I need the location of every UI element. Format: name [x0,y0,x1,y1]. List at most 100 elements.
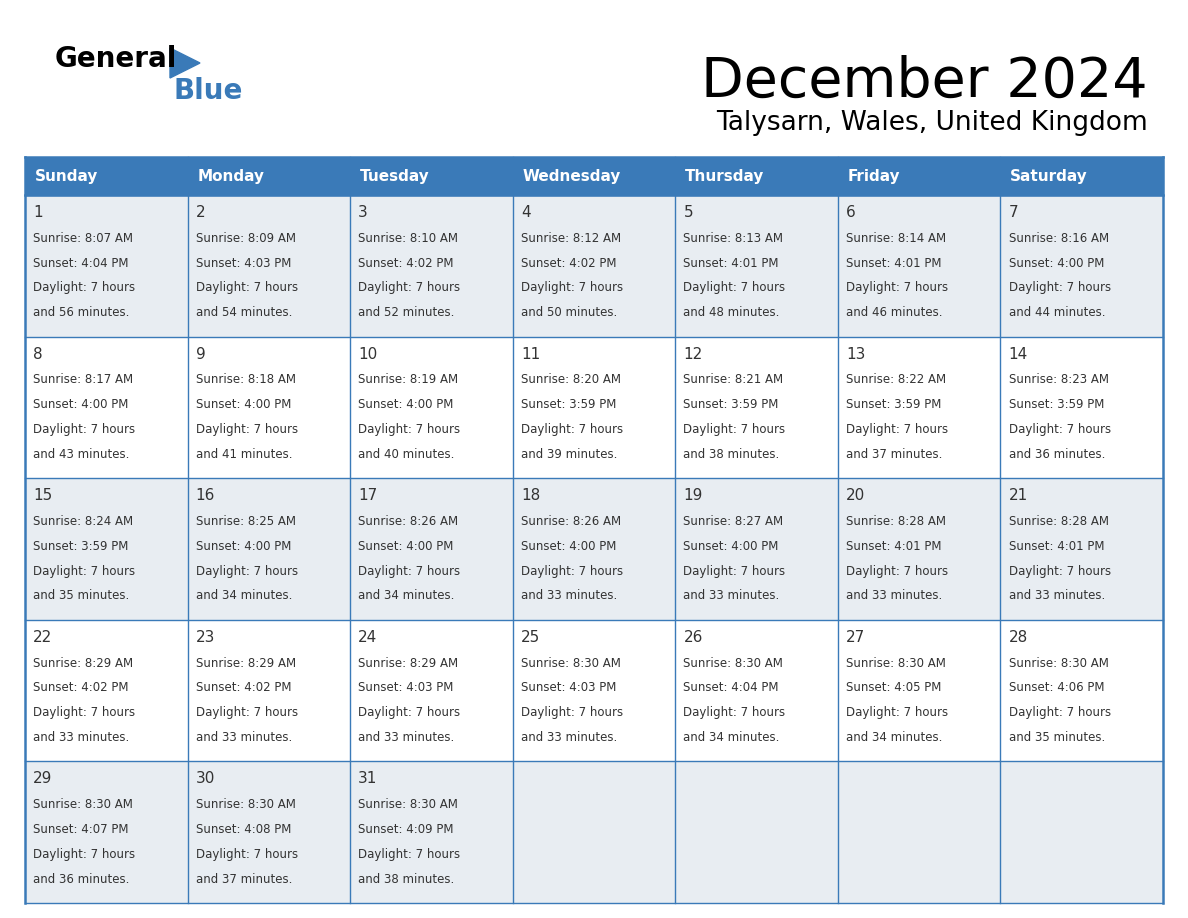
Text: 22: 22 [33,630,52,644]
Text: Sunrise: 8:09 AM: Sunrise: 8:09 AM [196,232,296,245]
Text: Sunrise: 8:10 AM: Sunrise: 8:10 AM [359,232,459,245]
Text: Sunset: 3:59 PM: Sunset: 3:59 PM [683,398,779,411]
Text: Sunrise: 8:29 AM: Sunrise: 8:29 AM [33,656,133,669]
Text: 16: 16 [196,488,215,503]
Text: Daylight: 7 hours: Daylight: 7 hours [196,423,298,436]
Text: Blue: Blue [173,77,242,105]
FancyBboxPatch shape [350,157,513,195]
Text: and 39 minutes.: and 39 minutes. [520,448,618,461]
Text: Sunset: 4:00 PM: Sunset: 4:00 PM [520,540,617,553]
Text: and 36 minutes.: and 36 minutes. [1009,448,1105,461]
FancyBboxPatch shape [513,761,675,903]
Text: Daylight: 7 hours: Daylight: 7 hours [1009,423,1111,436]
Text: Daylight: 7 hours: Daylight: 7 hours [520,565,623,577]
FancyBboxPatch shape [675,157,838,195]
Text: 23: 23 [196,630,215,644]
Text: and 40 minutes.: and 40 minutes. [359,448,455,461]
Text: 28: 28 [1009,630,1028,644]
Text: Daylight: 7 hours: Daylight: 7 hours [846,282,948,295]
FancyBboxPatch shape [675,478,838,620]
Text: Thursday: Thursday [685,169,764,184]
Text: Sunrise: 8:28 AM: Sunrise: 8:28 AM [1009,515,1108,528]
FancyBboxPatch shape [838,195,1000,337]
Text: Sunrise: 8:21 AM: Sunrise: 8:21 AM [683,374,784,386]
FancyBboxPatch shape [350,620,513,761]
Text: and 52 minutes.: and 52 minutes. [359,307,455,319]
Text: Sunset: 4:03 PM: Sunset: 4:03 PM [520,681,617,694]
FancyBboxPatch shape [513,157,675,195]
Text: Sunrise: 8:30 AM: Sunrise: 8:30 AM [683,656,783,669]
Text: 13: 13 [846,346,865,362]
Text: 8: 8 [33,346,43,362]
Text: and 48 minutes.: and 48 minutes. [683,307,779,319]
Text: General: General [55,45,177,73]
Text: Sunset: 3:59 PM: Sunset: 3:59 PM [1009,398,1104,411]
Text: Monday: Monday [197,169,264,184]
FancyBboxPatch shape [1000,337,1163,478]
Text: 14: 14 [1009,346,1028,362]
Text: Sunrise: 8:24 AM: Sunrise: 8:24 AM [33,515,133,528]
Text: 7: 7 [1009,205,1018,220]
Text: Sunset: 3:59 PM: Sunset: 3:59 PM [846,398,941,411]
Text: Sunset: 4:00 PM: Sunset: 4:00 PM [196,398,291,411]
Text: Sunset: 4:02 PM: Sunset: 4:02 PM [196,681,291,694]
FancyBboxPatch shape [513,337,675,478]
Text: Sunset: 4:07 PM: Sunset: 4:07 PM [33,823,128,836]
Text: and 35 minutes.: and 35 minutes. [33,589,129,602]
Text: and 33 minutes.: and 33 minutes. [520,731,617,744]
Text: Sunset: 4:03 PM: Sunset: 4:03 PM [196,257,291,270]
Text: Sunrise: 8:26 AM: Sunrise: 8:26 AM [520,515,621,528]
Text: Sunset: 3:59 PM: Sunset: 3:59 PM [520,398,617,411]
Text: Sunrise: 8:12 AM: Sunrise: 8:12 AM [520,232,621,245]
FancyBboxPatch shape [350,478,513,620]
Text: and 33 minutes.: and 33 minutes. [1009,589,1105,602]
Text: Daylight: 7 hours: Daylight: 7 hours [196,282,298,295]
Text: 11: 11 [520,346,541,362]
Text: Daylight: 7 hours: Daylight: 7 hours [359,565,461,577]
Text: Sunset: 4:01 PM: Sunset: 4:01 PM [846,540,941,553]
Text: Daylight: 7 hours: Daylight: 7 hours [846,706,948,719]
Text: Daylight: 7 hours: Daylight: 7 hours [359,706,461,719]
Text: Daylight: 7 hours: Daylight: 7 hours [1009,282,1111,295]
Text: Sunset: 4:00 PM: Sunset: 4:00 PM [196,540,291,553]
Text: and 34 minutes.: and 34 minutes. [196,589,292,602]
Text: Sunrise: 8:27 AM: Sunrise: 8:27 AM [683,515,784,528]
FancyBboxPatch shape [838,337,1000,478]
Text: 24: 24 [359,630,378,644]
Text: Sunrise: 8:30 AM: Sunrise: 8:30 AM [846,656,946,669]
Text: 26: 26 [683,630,703,644]
Text: and 34 minutes.: and 34 minutes. [683,731,779,744]
Text: Daylight: 7 hours: Daylight: 7 hours [33,706,135,719]
Text: Sunrise: 8:30 AM: Sunrise: 8:30 AM [520,656,620,669]
Text: 18: 18 [520,488,541,503]
Text: Daylight: 7 hours: Daylight: 7 hours [359,848,461,861]
Text: and 44 minutes.: and 44 minutes. [1009,307,1105,319]
Text: and 33 minutes.: and 33 minutes. [520,589,617,602]
FancyBboxPatch shape [25,337,188,478]
Text: Sunset: 4:03 PM: Sunset: 4:03 PM [359,681,454,694]
Text: Sunset: 4:04 PM: Sunset: 4:04 PM [33,257,128,270]
Text: Sunset: 4:00 PM: Sunset: 4:00 PM [359,398,454,411]
Text: Saturday: Saturday [1010,169,1088,184]
Text: Sunrise: 8:23 AM: Sunrise: 8:23 AM [1009,374,1108,386]
Text: and 33 minutes.: and 33 minutes. [196,731,292,744]
Text: Sunrise: 8:29 AM: Sunrise: 8:29 AM [359,656,459,669]
Text: and 56 minutes.: and 56 minutes. [33,307,129,319]
FancyBboxPatch shape [838,157,1000,195]
Text: Sunset: 4:00 PM: Sunset: 4:00 PM [1009,257,1104,270]
Text: and 37 minutes.: and 37 minutes. [196,872,292,886]
FancyBboxPatch shape [25,195,188,337]
Text: and 33 minutes.: and 33 minutes. [359,731,455,744]
Text: Sunset: 4:01 PM: Sunset: 4:01 PM [846,257,941,270]
FancyBboxPatch shape [25,620,188,761]
Text: Sunrise: 8:26 AM: Sunrise: 8:26 AM [359,515,459,528]
Text: Friday: Friday [847,169,901,184]
Text: Daylight: 7 hours: Daylight: 7 hours [1009,565,1111,577]
Text: and 38 minutes.: and 38 minutes. [683,448,779,461]
FancyBboxPatch shape [1000,620,1163,761]
FancyBboxPatch shape [350,195,513,337]
Text: 15: 15 [33,488,52,503]
FancyBboxPatch shape [838,478,1000,620]
FancyBboxPatch shape [188,195,350,337]
Text: Sunrise: 8:14 AM: Sunrise: 8:14 AM [846,232,946,245]
